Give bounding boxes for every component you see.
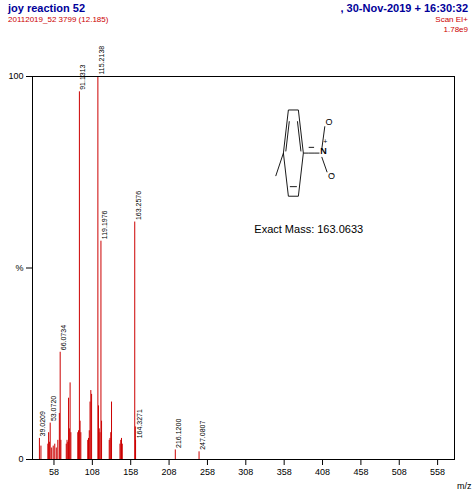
- html-text:1.78e9: 1.78e9: [443, 25, 468, 34]
- svg-text:Exact Mass: 163.0633: Exact Mass: 163.0633: [254, 223, 363, 235]
- svg-text:458: 458: [353, 467, 368, 477]
- svg-text:58: 58: [49, 467, 59, 477]
- svg-text:%: %: [15, 263, 23, 273]
- svg-text:53.0720: 53.0720: [50, 396, 57, 421]
- svg-text:m/z: m/z: [457, 481, 472, 491]
- svg-text:39.0209: 39.0209: [39, 411, 46, 436]
- svg-text:66.0734: 66.0734: [60, 325, 67, 350]
- svg-text:+: +: [323, 138, 327, 145]
- svg-text:100: 100: [8, 71, 23, 81]
- svg-text:508: 508: [392, 467, 407, 477]
- html-text:, 30-Nov-2019 + 16:30:32: , 30-Nov-2019 + 16:30:32: [340, 2, 468, 14]
- svg-text:O: O: [328, 171, 335, 181]
- svg-text:119.1976: 119.1976: [101, 210, 108, 239]
- svg-text:216.1200: 216.1200: [175, 419, 182, 448]
- svg-text:115.2138: 115.2138: [98, 46, 105, 75]
- html-text:20112019_52 3799 (12.185): 20112019_52 3799 (12.185): [8, 15, 109, 24]
- svg-text:164.3271: 164.3271: [136, 409, 143, 438]
- svg-text:163.2576: 163.2576: [135, 191, 142, 220]
- svg-text:308: 308: [238, 467, 253, 477]
- svg-text:O: O: [326, 117, 333, 127]
- svg-text:91.1313: 91.1313: [79, 64, 86, 89]
- html-text:joy reaction 52: joy reaction 52: [8, 2, 85, 14]
- svg-text:N: N: [320, 146, 327, 156]
- svg-text:258: 258: [200, 467, 215, 477]
- svg-text:0: 0: [18, 454, 23, 464]
- svg-text:358: 358: [277, 467, 292, 477]
- svg-text:⁻: ⁻: [331, 172, 335, 179]
- svg-text:408: 408: [315, 467, 330, 477]
- svg-text:108: 108: [85, 467, 100, 477]
- svg-text:208: 208: [162, 467, 177, 477]
- svg-text:558: 558: [430, 467, 445, 477]
- svg-text:158: 158: [123, 467, 138, 477]
- svg-text:247.0807: 247.0807: [199, 421, 206, 450]
- html-text:Scan EI+: Scan EI+: [435, 15, 468, 24]
